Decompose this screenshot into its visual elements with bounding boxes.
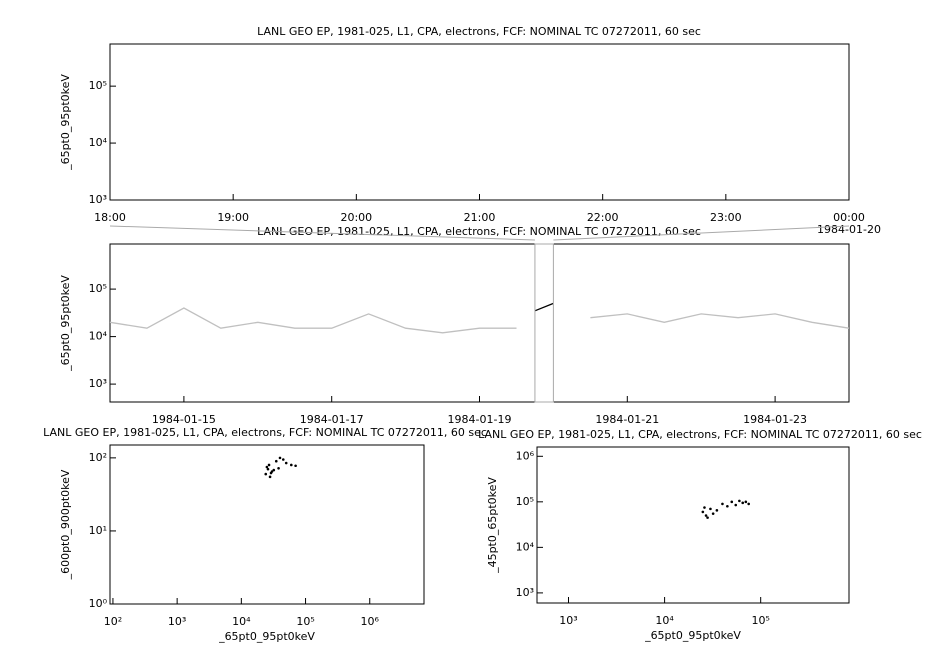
chart-title: LANL GEO EP, 1981-025, L1, CPA, electron… xyxy=(43,426,487,439)
x-tick-label: 1984-01-17 xyxy=(300,413,364,426)
y-axis-label: _65pt0_95pt0keV xyxy=(59,275,72,372)
scatter-point xyxy=(744,500,748,504)
scatter-point xyxy=(738,499,741,503)
scatter-point xyxy=(269,471,273,475)
y-tick-label: 10³ xyxy=(89,193,107,206)
scatter-point xyxy=(734,503,738,507)
plot-frame xyxy=(109,243,850,403)
x-tick-label: 23:00 xyxy=(710,211,742,224)
scatter-point xyxy=(272,468,276,472)
zoom-connector xyxy=(109,225,535,241)
scatter-point xyxy=(294,464,297,468)
x-date-label: 1984-01-20 xyxy=(817,223,881,236)
x-tick-label: 20:00 xyxy=(340,211,372,224)
y-axis-label: _45pt0_65pt0keV xyxy=(486,477,499,574)
x-tick-label: 10³ xyxy=(559,614,577,627)
x-tick-label: 1984-01-19 xyxy=(448,413,512,426)
x-tick-label: 10⁵ xyxy=(296,615,314,628)
x-tick-label: 1984-01-21 xyxy=(595,413,659,426)
y-tick-label: 10⁶ xyxy=(516,449,535,462)
plot-frame xyxy=(536,446,850,604)
y-tick-label: 10¹ xyxy=(89,524,107,537)
data-line xyxy=(109,307,850,334)
x-tick-label: 21:00 xyxy=(464,211,496,224)
x-tick-label: 10⁶ xyxy=(361,615,380,628)
highlight-line xyxy=(534,302,554,312)
scatter-point xyxy=(715,509,719,512)
scatter-point xyxy=(266,467,270,471)
x-axis-label: _65pt0_95pt0keV xyxy=(644,629,741,642)
scatter-point xyxy=(277,466,280,470)
y-axis-label: _65pt0_95pt0keV xyxy=(59,74,72,171)
scatter-point xyxy=(701,510,705,514)
chart-title: LANL GEO EP, 1981-025, L1, CPA, electron… xyxy=(478,428,922,441)
y-tick-label: 10⁵ xyxy=(89,79,107,92)
y-tick-label: 10⁵ xyxy=(516,495,534,508)
y-tick-label: 10³ xyxy=(89,377,107,390)
y-tick-label: 10⁴ xyxy=(89,136,108,149)
scatter-point xyxy=(267,463,271,467)
scatter-point xyxy=(704,514,708,517)
zoom-box xyxy=(534,243,554,403)
y-axis-label: _600pt0_900pt0keV xyxy=(59,469,72,580)
y-tick-label: 10³ xyxy=(516,586,534,599)
x-tick-label: 00:00 xyxy=(833,211,865,224)
scatter-point xyxy=(706,516,709,519)
scatter-point xyxy=(281,458,285,461)
x-tick-label: 18:00 xyxy=(94,211,126,224)
y-tick-label: 10⁵ xyxy=(89,282,107,295)
x-axis-label: _65pt0_95pt0keV xyxy=(218,630,315,643)
scatter-point xyxy=(726,504,729,508)
plot-frame xyxy=(109,43,850,201)
scatter-point xyxy=(730,500,734,504)
scatter-point xyxy=(747,502,750,506)
scatter-point xyxy=(721,502,724,506)
plot-frame xyxy=(109,444,425,605)
x-tick-label: 22:00 xyxy=(587,211,619,224)
x-tick-label: 1984-01-15 xyxy=(152,413,216,426)
scatter-point xyxy=(284,461,288,465)
y-tick-label: 10² xyxy=(89,451,107,464)
scatter-point xyxy=(711,512,715,515)
scatter-point xyxy=(741,501,745,505)
x-tick-label: 1984-01-23 xyxy=(743,413,807,426)
scatter-point xyxy=(274,459,278,463)
chart-title: LANL GEO EP, 1981-025, L1, CPA, electron… xyxy=(257,25,701,38)
x-tick-label: 10⁴ xyxy=(655,614,674,627)
scatter-point xyxy=(264,472,268,476)
x-tick-label: 10⁴ xyxy=(232,615,251,628)
scatter-point xyxy=(268,475,272,479)
x-tick-label: 10⁵ xyxy=(751,614,769,627)
x-tick-label: 10³ xyxy=(168,615,186,628)
scatter-point xyxy=(709,507,712,511)
scatter-point xyxy=(703,506,706,509)
y-tick-label: 10⁴ xyxy=(516,540,535,553)
scatter-point xyxy=(265,465,269,469)
scatter-point xyxy=(289,463,293,467)
y-tick-label: 10⁰ xyxy=(89,597,108,610)
x-tick-label: 19:00 xyxy=(217,211,249,224)
zoom-connector xyxy=(553,225,850,241)
scatter-point xyxy=(278,456,282,460)
y-tick-label: 10⁴ xyxy=(89,330,108,343)
x-tick-label: 10² xyxy=(104,615,122,628)
